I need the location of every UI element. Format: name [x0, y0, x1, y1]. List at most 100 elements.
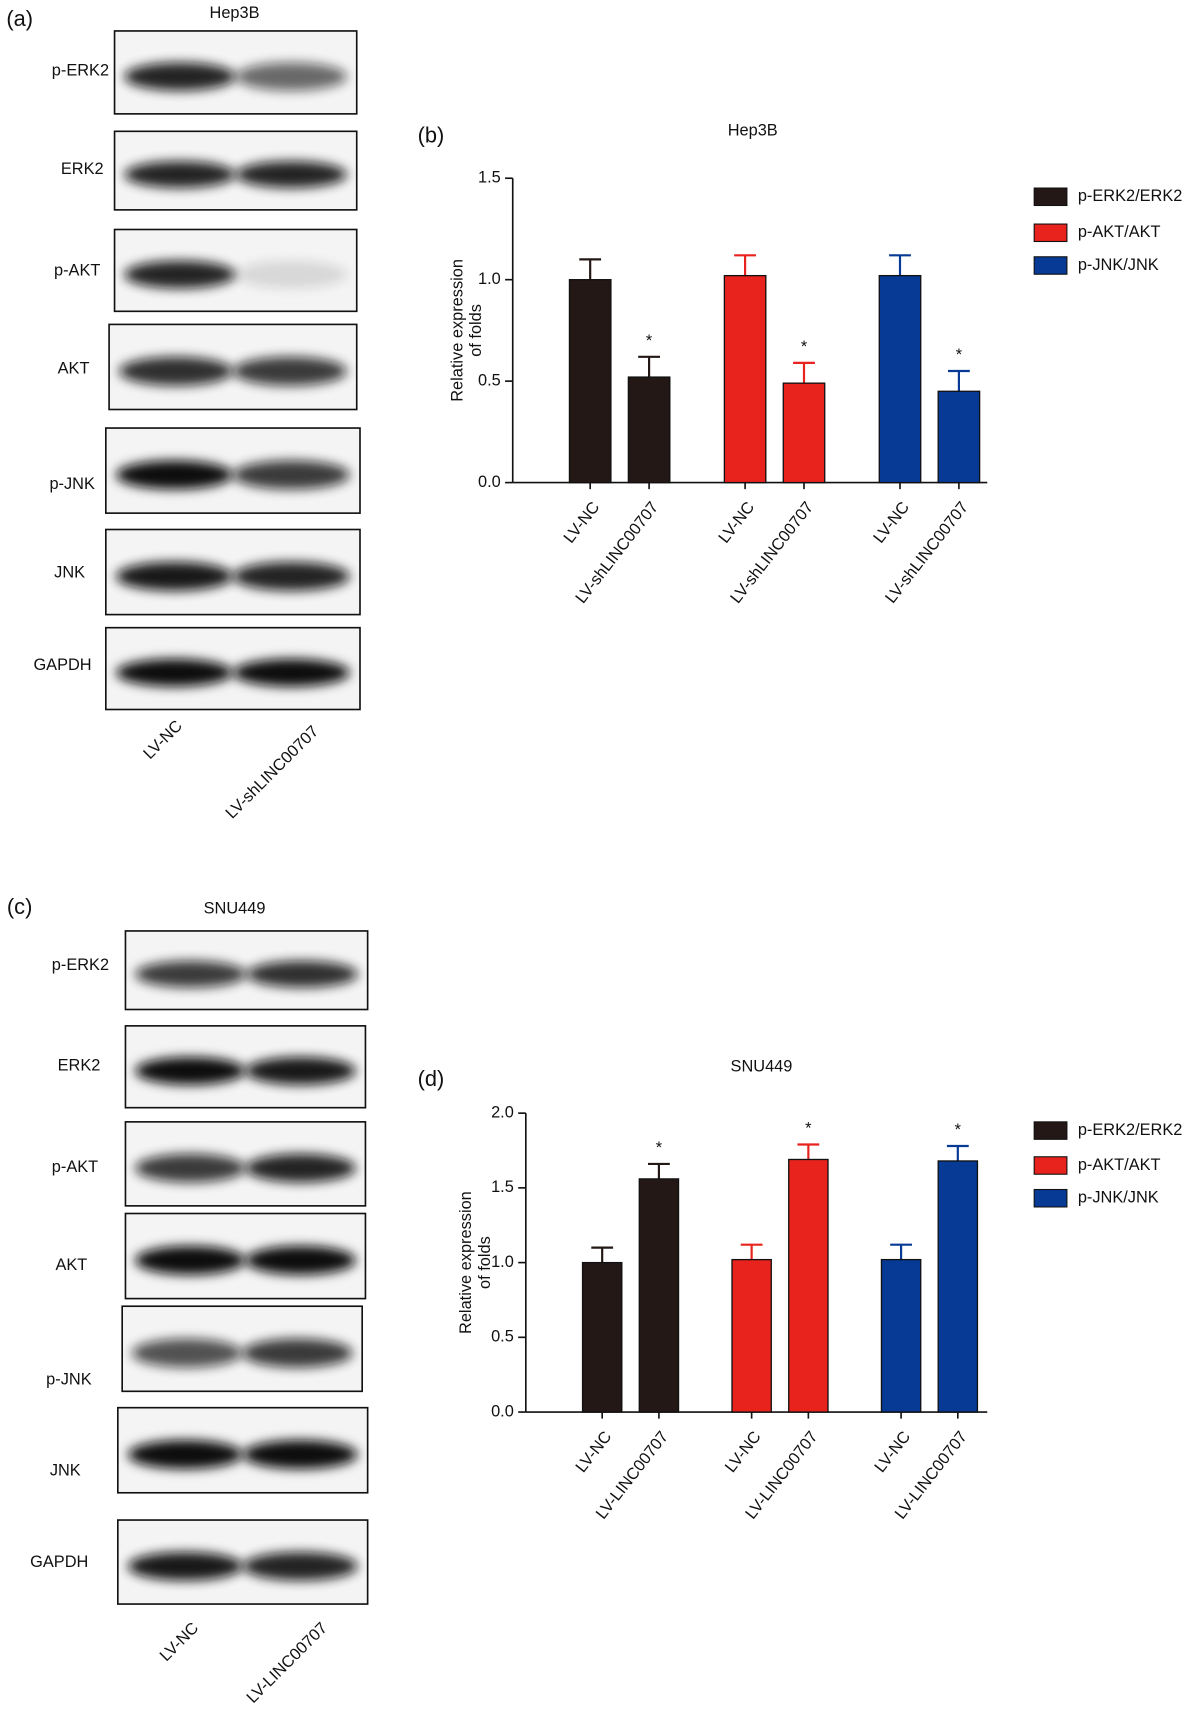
- x-tick-label: LV-NC: [560, 498, 603, 546]
- bar: [638, 1178, 680, 1413]
- blot-band: [242, 1338, 353, 1368]
- blot-row-label: GAPDH: [30, 1553, 88, 1571]
- bar: [937, 1160, 979, 1413]
- blot-row-label: AKT: [58, 359, 90, 377]
- blot-band: [246, 960, 358, 988]
- bar: [880, 1258, 922, 1413]
- blot-frame: [104, 427, 361, 514]
- blot-band: [127, 1551, 243, 1581]
- blot-title: SNU449: [204, 899, 266, 917]
- bar: [568, 279, 612, 484]
- y-axis-label: of folds: [476, 1236, 494, 1289]
- blot-band: [135, 1245, 246, 1275]
- blot-band: [124, 62, 236, 91]
- blot-frame: [113, 30, 358, 115]
- legend-swatch: [1033, 187, 1068, 207]
- blot-lane-label: LV-LINC00707: [243, 1619, 331, 1707]
- y-tick-label: 0.0: [478, 473, 501, 491]
- bar: [937, 390, 981, 484]
- bar: [788, 1158, 829, 1413]
- x-tick-label: LV-NC: [871, 1428, 914, 1476]
- blot-band: [135, 1056, 246, 1085]
- blot-band: [242, 1551, 358, 1581]
- blot-band: [235, 62, 348, 91]
- blot-row-label: ERK2: [61, 160, 104, 178]
- y-tick-label: 1.5: [478, 169, 501, 187]
- bar: [878, 274, 922, 484]
- blot-band: [131, 1338, 243, 1368]
- blot-band: [127, 1440, 243, 1469]
- significance-mark: *: [656, 1139, 663, 1157]
- bar: [581, 1261, 623, 1413]
- significance-mark: *: [955, 1121, 962, 1139]
- blot-band: [115, 658, 233, 687]
- y-axis-label: Relative expression: [457, 1191, 475, 1334]
- blot-frame: [117, 1519, 369, 1605]
- legend-swatch: [1033, 256, 1068, 275]
- blot-lane-label: LV-NC: [156, 1619, 202, 1665]
- blot-frame: [124, 1212, 367, 1300]
- y-tick-label: 1.0: [478, 270, 501, 288]
- blot-band: [245, 1245, 356, 1275]
- x-tick-label: LV-NC: [715, 498, 758, 546]
- panel-label: (c): [7, 894, 32, 919]
- blot-band: [242, 1440, 358, 1469]
- blot-frame: [124, 1121, 367, 1207]
- legend-label: p-AKT/AKT: [1078, 223, 1161, 241]
- y-tick-label: 1.5: [491, 1178, 514, 1196]
- y-axis-label: of folds: [467, 304, 485, 357]
- blot-frame: [113, 228, 358, 313]
- bar: [723, 274, 767, 484]
- blot-band: [118, 356, 233, 386]
- chart-title: Hep3B: [728, 122, 778, 140]
- y-tick-label: 1.0: [491, 1253, 514, 1271]
- blot-row-label: p-JNK: [49, 475, 95, 493]
- blot-band: [135, 1153, 246, 1183]
- legend-swatch: [1033, 223, 1068, 243]
- blot-band: [235, 260, 348, 289]
- y-axis-label: Relative expression: [449, 259, 467, 402]
- x-tick-label: LV-NC: [572, 1428, 615, 1476]
- blot-row-label: AKT: [55, 1256, 87, 1274]
- blot-frame: [124, 930, 369, 1011]
- blot-band: [232, 356, 347, 386]
- bar: [731, 1258, 772, 1413]
- bar: [782, 382, 826, 484]
- blot-row-label: JNK: [54, 563, 85, 581]
- legend-swatch: [1033, 1121, 1068, 1140]
- blot-frame: [104, 626, 361, 711]
- blot-frame: [117, 1406, 369, 1494]
- panel-label: (d): [418, 1066, 445, 1091]
- significance-mark: *: [646, 332, 653, 350]
- blot-band: [235, 161, 348, 188]
- legend-label: p-ERK2/ERK2: [1078, 1121, 1183, 1139]
- blot-row-label: p-ERK2: [52, 62, 109, 80]
- y-tick-label: 0.5: [478, 371, 501, 389]
- blot-band: [115, 561, 233, 591]
- blot-row-label: p-JNK: [46, 1371, 92, 1389]
- panel-label: (a): [6, 6, 33, 31]
- blot-row-label: p-AKT: [54, 261, 100, 279]
- blot-frame: [124, 1025, 367, 1109]
- blot-frame: [121, 1305, 363, 1393]
- legend-label: p-JNK/JNK: [1078, 256, 1159, 274]
- blot-frame: [104, 528, 361, 616]
- legend-label: p-AKT/AKT: [1078, 1156, 1161, 1174]
- blot-band: [135, 960, 247, 988]
- significance-mark: *: [956, 346, 963, 364]
- blot-row-label: JNK: [50, 1461, 81, 1479]
- y-tick-label: 2.0: [491, 1103, 514, 1121]
- x-tick-label: LV-NC: [722, 1428, 765, 1476]
- blot-band: [124, 260, 236, 289]
- significance-mark: *: [801, 338, 808, 356]
- y-tick-label: 0.5: [491, 1328, 514, 1346]
- panel-label: (b): [418, 123, 445, 148]
- y-tick-label: 0.0: [491, 1402, 514, 1420]
- blot-band: [232, 460, 350, 490]
- blot-row-label: ERK2: [58, 1057, 101, 1075]
- blot-title: Hep3B: [210, 4, 260, 22]
- blot-band: [245, 1153, 356, 1183]
- legend-label: p-ERK2/ERK2: [1078, 187, 1183, 205]
- blot-lane-label: LV-shLINC00707: [222, 722, 322, 822]
